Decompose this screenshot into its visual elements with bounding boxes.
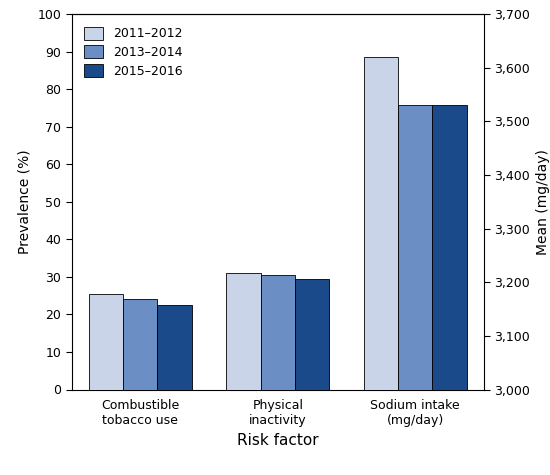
- Bar: [89, 294, 123, 389]
- Bar: [123, 299, 157, 390]
- Bar: [432, 105, 467, 390]
- X-axis label: Risk factor: Risk factor: [237, 433, 318, 448]
- Bar: [364, 57, 398, 390]
- Bar: [226, 273, 261, 390]
- Y-axis label: Prevalence (%): Prevalence (%): [18, 150, 32, 254]
- Legend: 2011–2012, 2013–2014, 2015–2016: 2011–2012, 2013–2014, 2015–2016: [78, 20, 189, 84]
- Bar: [261, 275, 295, 390]
- Bar: [295, 279, 329, 390]
- Bar: [398, 105, 432, 390]
- Y-axis label: Mean (mg/day): Mean (mg/day): [536, 149, 550, 255]
- Bar: [157, 305, 192, 389]
